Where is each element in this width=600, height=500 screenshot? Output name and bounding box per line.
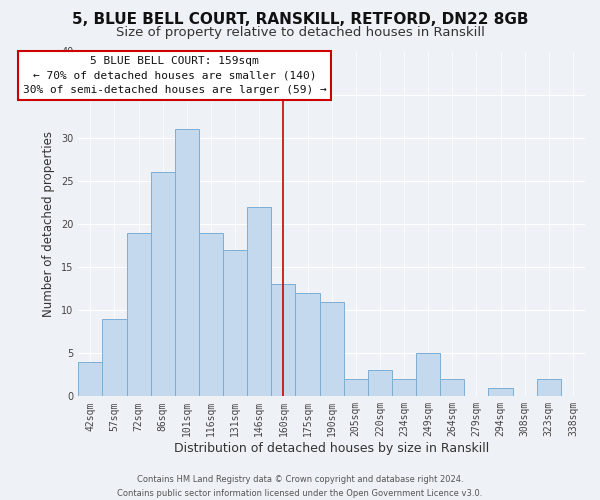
Bar bbox=[151, 172, 175, 396]
Text: 5 BLUE BELL COURT: 159sqm
← 70% of detached houses are smaller (140)
30% of semi: 5 BLUE BELL COURT: 159sqm ← 70% of detac… bbox=[23, 56, 326, 96]
Bar bbox=[103, 318, 127, 396]
Bar bbox=[199, 232, 223, 396]
Bar bbox=[440, 379, 464, 396]
Bar bbox=[271, 284, 295, 397]
Bar bbox=[175, 129, 199, 396]
Bar bbox=[392, 379, 416, 396]
Bar bbox=[79, 362, 103, 396]
Bar bbox=[223, 250, 247, 396]
Bar bbox=[344, 379, 368, 396]
Bar bbox=[247, 206, 271, 396]
Text: Contains HM Land Registry data © Crown copyright and database right 2024.
Contai: Contains HM Land Registry data © Crown c… bbox=[118, 476, 482, 498]
Text: Size of property relative to detached houses in Ranskill: Size of property relative to detached ho… bbox=[116, 26, 484, 39]
Bar bbox=[368, 370, 392, 396]
Bar bbox=[127, 232, 151, 396]
Bar bbox=[537, 379, 561, 396]
Bar bbox=[488, 388, 512, 396]
X-axis label: Distribution of detached houses by size in Ranskill: Distribution of detached houses by size … bbox=[174, 442, 489, 455]
Bar bbox=[295, 293, 320, 397]
Y-axis label: Number of detached properties: Number of detached properties bbox=[43, 131, 55, 317]
Bar bbox=[416, 353, 440, 397]
Text: 5, BLUE BELL COURT, RANSKILL, RETFORD, DN22 8GB: 5, BLUE BELL COURT, RANSKILL, RETFORD, D… bbox=[72, 12, 528, 28]
Bar bbox=[320, 302, 344, 396]
